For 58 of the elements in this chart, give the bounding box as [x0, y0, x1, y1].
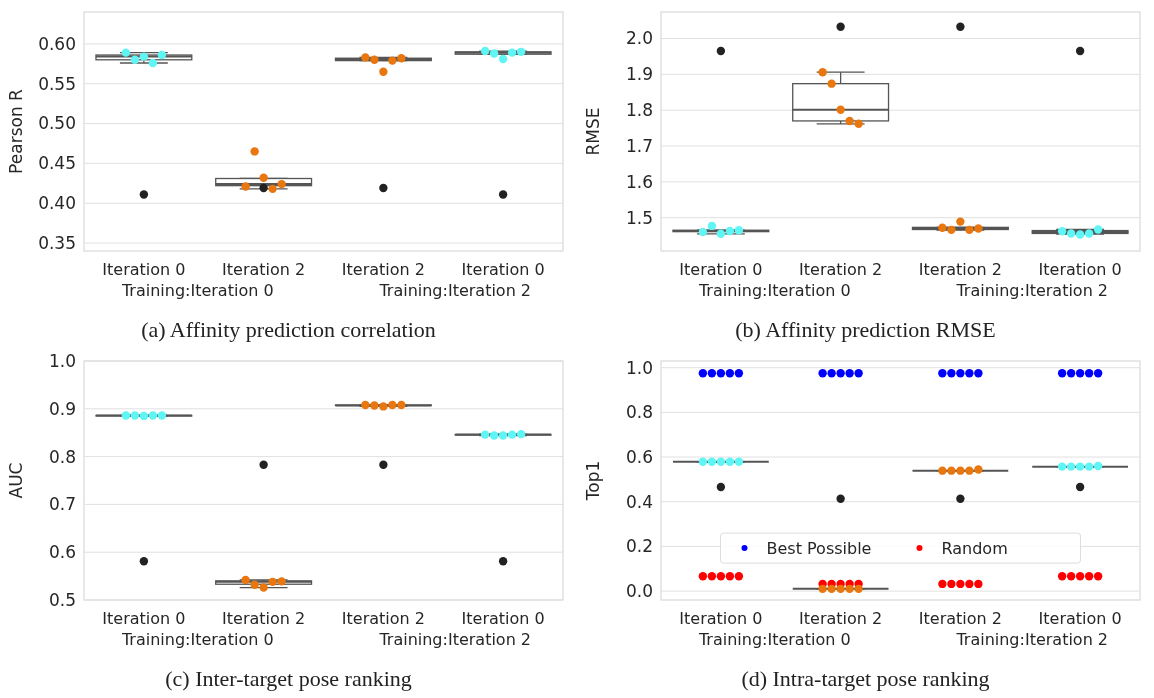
x-tick-label: Iteration 2 [341, 260, 425, 279]
y-tick-label: 1.7 [625, 135, 653, 156]
y-tick-label: 1.5 [625, 207, 653, 228]
x-tick-label: Iteration 0 [1038, 609, 1122, 628]
text: (a) Affinity prediction correlation [141, 317, 436, 342]
y-axis-title: Pearson R [6, 88, 26, 174]
x-tick-label: Iteration 0 [102, 609, 186, 628]
y-tick-label: 0.6 [625, 447, 653, 467]
text: (b) Affinity prediction RMSE [735, 317, 996, 342]
x-tick-label: Iteration 2 [222, 609, 306, 628]
x-tick-label: Iteration 2 [918, 609, 1002, 628]
y-tick-label: 0.0 [625, 581, 653, 602]
y-tick-label: 0.8 [48, 446, 76, 467]
y-axis-title: RMSE [583, 107, 603, 156]
y-tick-label: 0.60 [38, 33, 76, 54]
y-axis-title: AUC [6, 462, 26, 499]
text: Training:Iteration 2 [955, 630, 1109, 649]
y-tick-label: 0.4 [625, 491, 653, 512]
text: (d) Intra-target pose ranking [741, 666, 990, 691]
x-tick-label: Iteration 2 [222, 260, 306, 279]
y-tick-label: 0.45 [38, 153, 76, 174]
text: Training:Iteration 0 [697, 630, 851, 649]
y-tick-label: 1.0 [625, 357, 653, 378]
y-tick-label: 1.0 [48, 350, 76, 371]
legend-label: Random [941, 538, 1008, 558]
x-tick-label: Iteration 2 [799, 609, 883, 628]
x-tick-label: Iteration 0 [679, 609, 763, 628]
x-tick-label: Iteration 0 [461, 609, 545, 628]
y-tick-label: 2.0 [625, 28, 653, 49]
y-tick-label: 1.6 [625, 171, 653, 192]
text: Training:Iteration 2 [955, 281, 1109, 300]
x-tick-label: Iteration 0 [679, 260, 763, 279]
y-tick-label: 0.35 [38, 232, 76, 253]
x-tick-label: Iteration 2 [799, 260, 883, 279]
text: Training:Iteration 0 [120, 281, 274, 300]
y-tick-label: 0.2 [625, 536, 653, 557]
text: (c) Inter-target pose ranking [165, 666, 412, 691]
x-tick-label: Iteration 0 [102, 260, 186, 279]
legend-label: Best Possible [766, 538, 872, 558]
y-tick-label: 1.8 [625, 100, 653, 121]
y-axis-title: Top1 [583, 460, 603, 502]
x-tick-label: Iteration 2 [918, 260, 1002, 279]
y-tick-label: 0.50 [38, 113, 76, 134]
y-tick-label: 0.40 [38, 193, 76, 214]
y-tick-label: 0.7 [48, 494, 76, 515]
text: Training:Iteration 0 [120, 630, 274, 649]
text: Training:Iteration 2 [378, 630, 532, 649]
x-tick-label: Iteration 0 [461, 260, 545, 279]
y-tick-label: 0.9 [48, 398, 76, 419]
x-tick-label: Iteration 2 [341, 609, 425, 628]
text: Training:Iteration 2 [378, 281, 532, 300]
y-tick-label: 0.5 [48, 589, 76, 610]
x-tick-label: Iteration 0 [1038, 260, 1122, 279]
y-tick-label: 0.55 [38, 73, 76, 94]
y-tick-label: 0.8 [625, 402, 653, 423]
y-tick-label: 1.9 [625, 64, 653, 85]
text: Training:Iteration 0 [697, 281, 851, 300]
y-tick-label: 0.6 [48, 542, 76, 563]
